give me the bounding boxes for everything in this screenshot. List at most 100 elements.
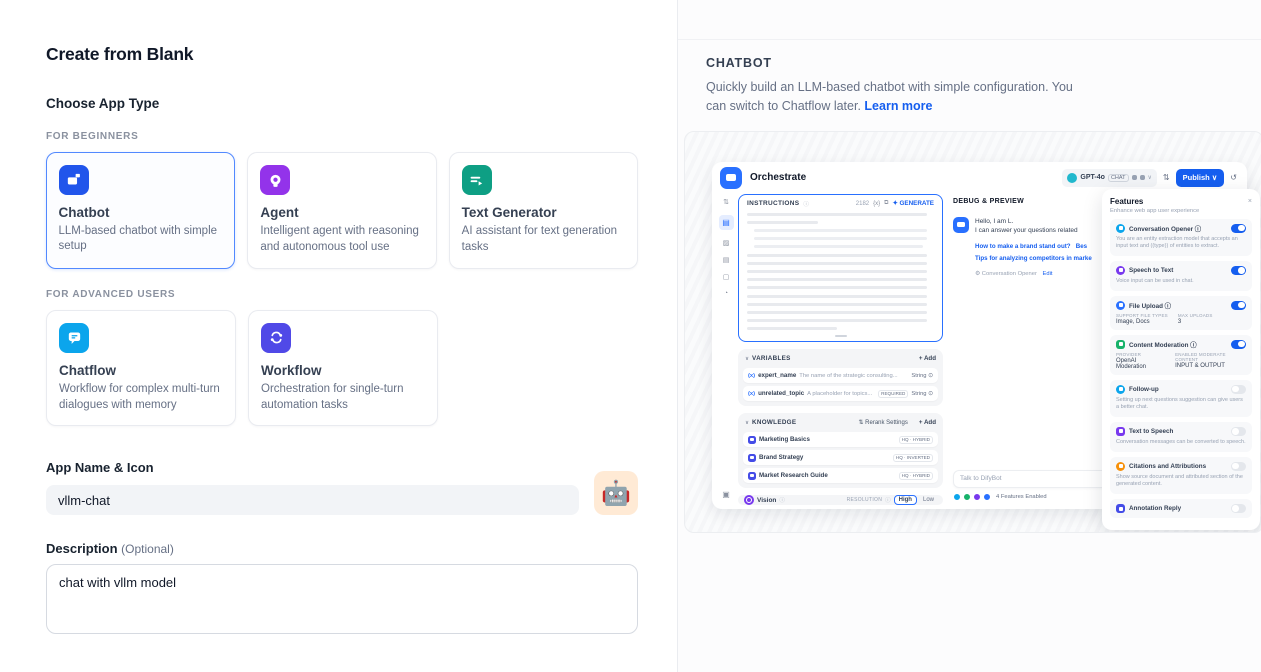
choose-app-type-label: Choose App Type — [46, 96, 160, 111]
note-nav-icon: ▢ — [722, 273, 730, 281]
for-beginners-label: FOR BEGINNERS — [46, 131, 139, 142]
toggle-off — [1231, 504, 1246, 513]
card-agent[interactable]: Agent Intelligent agent with reasoning a… — [247, 152, 437, 269]
dataset-icon — [748, 435, 756, 444]
token-count: 2182 — [855, 200, 870, 207]
learn-more-link[interactable]: Learn more — [864, 98, 933, 113]
suggested-question: How to make a brand stand out? — [975, 243, 1071, 250]
variable-type: String ⊙ — [911, 390, 933, 397]
text-to-speech-icon — [1116, 426, 1125, 436]
for-advanced-users-label: FOR ADVANCED USERS — [46, 288, 176, 300]
preview-topbar: Orchestrate GPT-4o CHAT ∨ ⇅ Publish ∨ ↺ — [712, 162, 1247, 194]
feature-item: Text to Speech Conversation messages can… — [1110, 421, 1252, 452]
card-title: Text Generator — [461, 205, 557, 220]
card-desc: LLM-based chatbot with simple setup — [58, 224, 218, 253]
index-mode-tag: HQ · INVERTED — [892, 453, 933, 462]
conversation-opener-icon — [1116, 223, 1125, 233]
card-workflow[interactable]: Workflow Orchestration for single-turn a… — [248, 309, 438, 427]
app-name-input[interactable] — [46, 485, 579, 516]
variable-icon: (x) — [748, 372, 756, 379]
card-chatflow[interactable]: Chatflow Workflow for complex multi-turn… — [46, 309, 236, 427]
preview-title: Orchestrate — [750, 172, 807, 183]
app-name-row: 🤖 — [46, 471, 638, 516]
card-title: Workflow — [261, 362, 322, 378]
info-icon: ⓘ — [803, 201, 809, 208]
description-textarea[interactable]: chat with vllm model — [46, 564, 638, 635]
description-label: Description (Optional) — [46, 541, 174, 557]
suggested-question: Bes — [1075, 243, 1088, 250]
features-panel: Features × Enhance web app user experien… — [1102, 188, 1260, 530]
workflow-icon — [261, 322, 291, 353]
sliders-icon: ⇅ — [1162, 173, 1170, 182]
chevron-down-icon: ∨ — [1147, 175, 1152, 181]
feature-item: Conversation Opener ⓘ You are an entity … — [1110, 218, 1252, 256]
feature-item: File Upload ⓘ SUPPORT FILE TYPES Image, D… — [1110, 295, 1252, 330]
chevron-down-icon: ∨ — [745, 355, 750, 362]
card-text-generator[interactable]: Text Generator AI assistant for text gen… — [448, 152, 638, 269]
orchestrate-nav-icon: ▤ — [718, 214, 734, 230]
agent-icon — [260, 165, 291, 195]
generate-button: ✦ GENERATE — [892, 200, 934, 207]
toggle-off — [1231, 426, 1246, 436]
info-icon: ⓘ — [885, 498, 891, 505]
knowledge-row: Brand Strategy HQ · INVERTED — [743, 450, 938, 466]
text-generator-icon — [461, 165, 492, 195]
image-nav-icon: ▨ — [722, 239, 730, 247]
close-icon: × — [1247, 197, 1252, 205]
app-name-label: App Name & Icon — [46, 460, 154, 476]
instructions-panel: INSTRUCTIONS ⓘ 2182 {x} ⧉ ✦ GENERATE — [738, 193, 943, 343]
toggle-on — [1231, 223, 1246, 233]
bot-greeting: Hello, I am L. — [975, 217, 1014, 225]
robot-emoji-icon: 🤖 — [601, 479, 631, 507]
annotation-reply-icon — [1116, 504, 1125, 513]
info-icon: ⓘ — [779, 498, 785, 505]
variable-icon: {x} — [873, 200, 881, 207]
feature-item: Annotation Reply — [1110, 499, 1252, 518]
follow-up-icon — [1116, 384, 1125, 394]
chip-mini-icon — [1131, 175, 1137, 180]
publish-button: Publish ∨ — [1175, 168, 1225, 187]
rerank-settings-button: ⇅ Rerank Settings — [858, 420, 908, 427]
drag-handle — [834, 335, 847, 338]
toggle-on — [1231, 339, 1246, 349]
sliders-icon: ⇅ — [723, 198, 729, 206]
page-title: Create from Blank — [46, 44, 194, 64]
variable-icon: (x) — [748, 390, 756, 397]
card-chatbot[interactable]: Chatbot LLM-based chatbot with simple se… — [46, 152, 236, 269]
index-mode-tag: HQ · HYBRID — [898, 471, 933, 480]
feature-dot-icon — [953, 492, 961, 501]
chevron-down-icon: ∨ — [745, 419, 750, 426]
dataset-icon — [748, 471, 756, 480]
app-icon-picker[interactable]: 🤖 — [594, 471, 638, 516]
advanced-cards-row: Chatflow Workflow for complex multi-turn… — [46, 309, 638, 427]
debug-preview-title: DEBUG & PREVIEW — [953, 197, 1025, 205]
index-mode-tag: HQ · HYBRID — [898, 435, 933, 444]
feature-item: Citations and Attributions Show source d… — [1110, 456, 1252, 494]
edit-link: Edit — [1042, 270, 1053, 277]
feature-dot-icon — [963, 492, 971, 501]
knowledge-panel: ∨ KNOWLEDGE ⇅ Rerank Settings + Add Mark… — [738, 413, 943, 489]
vision-icon — [744, 495, 754, 506]
app-type-heading: CHATBOT — [706, 56, 772, 70]
add-knowledge-button: + Add — [918, 419, 936, 427]
suggested-question: Tips for analyzing competitors in marke — [975, 254, 1092, 262]
preview-mini-sidebar: ⇅ ▤ ▨ ▤ ▢ ◔ ▣ — [714, 194, 738, 503]
chip-mini-icon — [1139, 175, 1145, 180]
card-desc: Intelligent agent with reasoning and aut… — [260, 225, 419, 253]
knowledge-row: Marketing Basics HQ · HYBRID — [743, 432, 938, 448]
resolution-label: RESOLUTION — [846, 497, 883, 504]
model-mode-badge: CHAT — [1107, 173, 1129, 182]
speech-to-text-icon — [1116, 265, 1125, 275]
globe-nav-icon: ◔ — [723, 289, 729, 297]
feature-item: Content Moderation ⓘ PROVIDER OpenAI Mode… — [1110, 334, 1252, 375]
create-app-dialog: Create from Blank Choose App Type FOR BE… — [46, 44, 638, 635]
variable-row: (x) unrelated_topic A placeholder for to… — [743, 386, 938, 402]
card-title: Agent — [260, 205, 299, 220]
toggle-off — [1231, 461, 1246, 471]
card-desc: AI assistant for text generation tasks — [461, 225, 617, 253]
knowledge-title: KNOWLEDGE — [752, 419, 797, 427]
features-subtitle: Enhance web app user experience — [1110, 207, 1200, 214]
copy-icon: ⧉ — [884, 200, 889, 206]
dataset-icon — [748, 453, 756, 462]
toggle-on — [1231, 300, 1246, 310]
